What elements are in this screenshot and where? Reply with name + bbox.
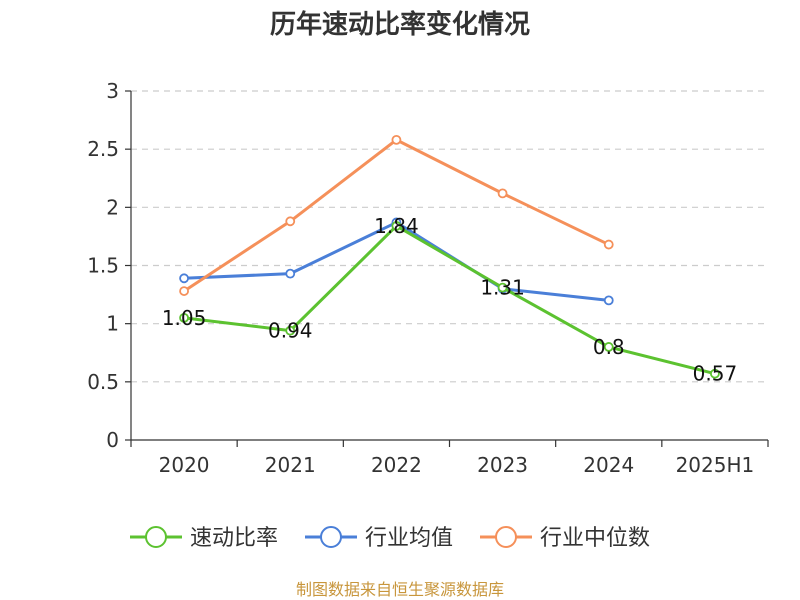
data-label: 1.05	[162, 306, 207, 330]
data-labels: 1.05 0.94 1.84 1.31 0.8 0.57	[162, 214, 737, 386]
series-point-0	[391, 221, 402, 231]
legend-label: 速动比率	[190, 526, 278, 551]
source-note: 制图数据来自恒生聚源数据库	[296, 580, 504, 599]
legend-label: 行业中位数	[540, 526, 650, 551]
data-label: 0.94	[268, 319, 313, 343]
y-tick-label: 0	[106, 428, 119, 452]
legend-item-0[interactable]: 速动比率	[130, 526, 278, 551]
x-tick-label: 2020	[159, 453, 210, 477]
x-tick-label: 2021	[265, 453, 316, 477]
legend-marker	[145, 526, 167, 548]
x-tick-label: 2022	[371, 453, 422, 477]
grid-lines	[131, 90, 768, 383]
series-point-1	[603, 295, 614, 306]
legend-marker	[320, 526, 342, 548]
series-point-2	[285, 216, 296, 227]
data-label: 1.84	[374, 214, 419, 238]
legend-label: 行业均值	[365, 526, 453, 551]
y-tick-label: 3	[106, 79, 119, 103]
legend-item-1[interactable]: 行业均值	[305, 526, 453, 551]
series-layer	[179, 134, 720, 379]
legend: 速动比率 行业均值 行业中位数	[130, 526, 650, 551]
series-point-0	[710, 368, 720, 379]
data-label: 0.8	[593, 335, 625, 359]
y-tick-label: 1.5	[87, 254, 119, 278]
axes: 0 0.5 1 1.5 2 2.5 3 2020 2021 2022 2023 2024 2025H1	[87, 79, 769, 477]
y-tick-label: 0.5	[87, 370, 119, 394]
series-point-2	[179, 286, 189, 296]
data-label: 1.31	[480, 276, 525, 300]
series-point-1	[179, 273, 189, 284]
series-line-0	[182, 224, 717, 376]
series-point-0	[285, 325, 296, 336]
x-tick-label: 2024	[583, 453, 634, 477]
y-tick-label: 2	[106, 195, 119, 219]
chart-title: 历年速动比率变化情况	[270, 9, 530, 40]
series-point-2	[603, 239, 614, 250]
series-point-0	[603, 342, 614, 352]
data-label: 0.57	[693, 362, 738, 386]
legend-marker	[495, 526, 517, 548]
series-point-1	[285, 268, 296, 279]
series-point-2	[497, 188, 508, 199]
y-tick-label: 1	[106, 312, 119, 336]
y-tick-label: 2.5	[87, 137, 119, 161]
series-point-0	[497, 282, 508, 293]
x-tick-label: 2025H1	[676, 453, 755, 477]
legend-item-2[interactable]: 行业中位数	[480, 526, 650, 551]
x-tick-label: 2023	[477, 453, 528, 477]
series-point-2	[391, 134, 402, 145]
series-point-0	[179, 312, 189, 323]
